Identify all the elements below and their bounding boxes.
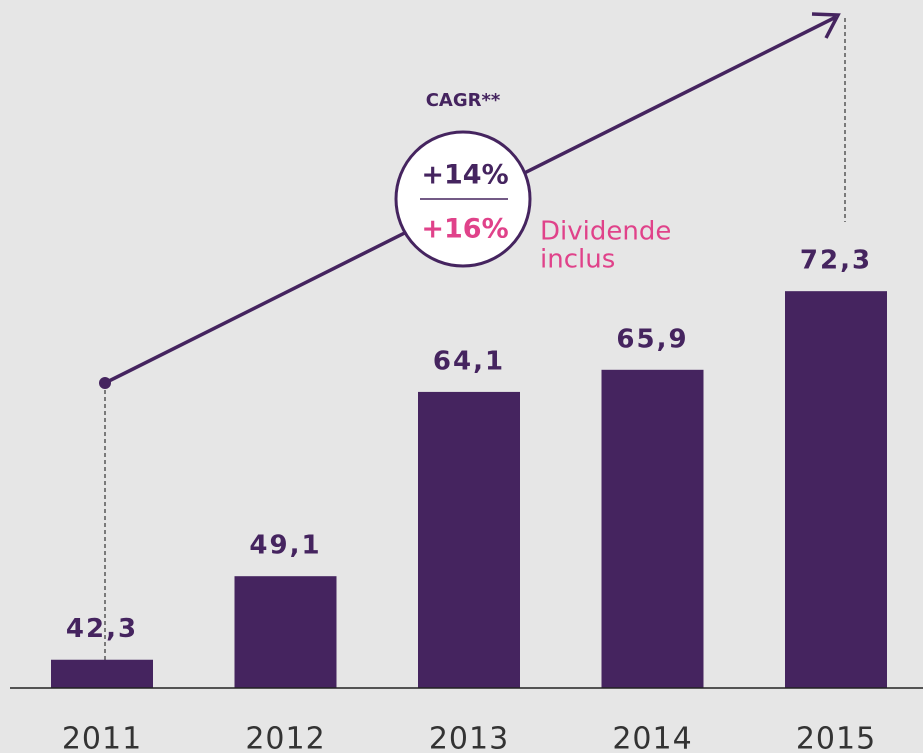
dividend-note: Dividende [540,217,671,247]
bar [601,369,704,688]
bar [234,576,337,688]
x-tick-label: 2015 [796,722,876,753]
x-tick-label: 2013 [429,722,509,753]
value-label: 65,9 [616,324,688,354]
x-tick-label: 2014 [612,722,692,753]
x-tick-label: 2012 [245,722,325,753]
arrow-head [811,12,841,39]
cagr-dividend-value: +16% [421,214,508,245]
arrow-start [99,377,111,389]
x-tick-label: 2011 [62,722,142,753]
cagr-title: CAGR** [426,90,501,111]
value-label: 64,1 [433,346,505,376]
bar [418,391,520,688]
bar [785,291,887,688]
value-label: 49,1 [249,531,321,561]
bar [51,659,153,688]
dividend-note: inclus [540,245,615,275]
value-label: 42,3 [66,614,138,644]
value-label: 72,3 [800,246,872,276]
cagr-value: +14% [421,160,508,191]
